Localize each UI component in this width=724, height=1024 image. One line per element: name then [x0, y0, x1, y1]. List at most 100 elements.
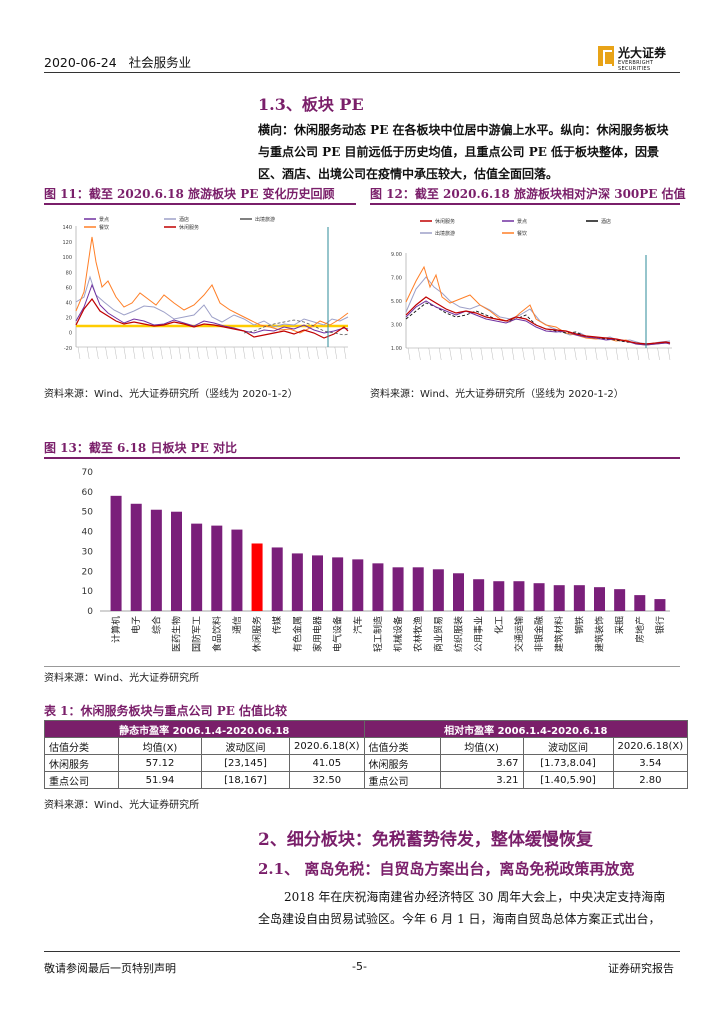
figure-12-title: 图 12：截至 2020.6.18 旅游板块相对沪深 300PE 估值 [370, 187, 686, 201]
x-tick-label: 综合 [150, 616, 162, 634]
figure-11-rule [44, 203, 356, 205]
legend-label: 休闲服务 [435, 218, 455, 225]
footer-report-type: 证券研究报告 [608, 962, 674, 975]
bar [332, 557, 344, 611]
table-1: 静态市盈率 2006.1.4-2020.06.18 相对市盈率 2006.1.4… [44, 720, 689, 789]
x-tick-label: 计算机 [110, 616, 122, 643]
x-tick-label: 电子 [130, 616, 142, 634]
table-header-cell: 2020.6.18(X) [289, 737, 365, 755]
bar [352, 559, 364, 611]
section-title: 1.3、板块 PE [258, 95, 364, 114]
legend-label: 出境旅游 [435, 230, 455, 237]
x-tick [491, 347, 494, 361]
x-tick-label: 农林牧渔 [412, 616, 424, 652]
x-tick-label: 家用电器 [312, 616, 324, 652]
y-tick-label: 7.00 [391, 276, 402, 282]
x-tick [206, 346, 209, 360]
x-tick [224, 346, 227, 360]
x-tick [197, 346, 200, 360]
x-tick [532, 347, 535, 361]
y-tick-label: 10 [82, 587, 94, 597]
table-band-static: 静态市盈率 2006.1.4-2020.06.18 [44, 720, 365, 738]
x-tick [407, 347, 411, 361]
footer-disclaimer: 敬请参阅最后一页特别声明 [44, 962, 176, 975]
section-2-1-title: 2.1、 离岛免税：自贸岛方案出台，离岛免税政策再放宽 [258, 860, 635, 878]
y-tick-label: 120 [62, 240, 72, 246]
x-tick-label: 纺织服装 [453, 616, 465, 652]
x-tick-label: 机械设备 [392, 616, 404, 652]
x-tick [439, 347, 442, 361]
brand-logo: 光大证券 EVERBRIGHT SECURITIES [598, 44, 680, 72]
y-tick-label: 20 [66, 316, 72, 322]
y-tick-label: 5.00 [391, 299, 402, 305]
x-tick [77, 346, 81, 360]
y-tick-label: 50 [82, 508, 94, 518]
table-header-cell: 波动区间 [201, 737, 290, 755]
x-tick [511, 347, 515, 361]
bar [614, 589, 626, 611]
y-tick-label: 3.00 [391, 323, 402, 329]
table-row: 重点公司 51.94 [18,167] 32.50 重点公司 3.21 [1.4… [44, 771, 689, 789]
bar [110, 495, 122, 611]
y-tick-label: 70 [82, 468, 94, 478]
table-header-cell: 估值分类 [44, 737, 119, 755]
footer-rule [44, 951, 680, 952]
x-tick [142, 346, 145, 360]
y-tick-label: -20 [64, 346, 72, 352]
legend-label: 餐饮 [517, 230, 527, 237]
bar [553, 585, 565, 611]
table-header-row: 估值分类 均值(X) 波动区间 2020.6.18(X) 估值分类 均值(X) … [44, 737, 689, 755]
legend-label: 出境旅游 [255, 216, 275, 223]
y-tick-label: 0 [69, 331, 72, 337]
x-tick-label: 传媒 [271, 616, 283, 634]
table-header-cell: 均值(X) [118, 737, 202, 755]
x-tick [252, 346, 255, 360]
x-tick [553, 347, 556, 361]
figure-11-source: 资料来源：Wind、光大证券研究所（竖线为 2020-1-2） [44, 389, 298, 400]
x-tick [595, 347, 598, 361]
x-tick-label: 国防军工 [191, 616, 203, 652]
x-tick-label: 银行 [654, 616, 666, 634]
figure-13-chart: 0 10 20 30 40 50 60 70 计算机 电子 综合 医药生物 国防军工 食品饮料 通信 休闲服务… [82, 468, 670, 652]
report-date: 2020-06-24 社会服务业 [44, 55, 192, 70]
x-tick [636, 347, 639, 361]
x-tick [270, 346, 273, 360]
table-1-source: 资料来源：Wind、光大证券研究所 [44, 800, 200, 811]
x-tick [647, 347, 650, 361]
x-tick [501, 347, 504, 361]
y-tick-label: 9.00 [391, 252, 402, 258]
x-tick [178, 346, 182, 360]
x-tick [96, 346, 99, 360]
bar [211, 525, 223, 611]
table-header-cell: 波动区间 [522, 737, 614, 755]
section-2-paragraph-line2: 全岛建设自由贸易试验区。今年 6 月 1 日，海南自贸岛总体方案正式出台， [258, 912, 661, 926]
x-tick [657, 347, 660, 361]
x-tick [459, 347, 463, 361]
x-tick [105, 346, 108, 360]
y-tick-label: 30 [82, 547, 94, 557]
legend-label: 酒店 [601, 218, 611, 225]
table-1-title: 表 1：休闲服务板块与重点公司 PE 估值比较 [44, 704, 288, 718]
x-tick-label: 通信 [231, 616, 243, 634]
bar [412, 567, 424, 611]
legend-label: 景点 [99, 216, 109, 223]
section-2-title: 2、细分板块：免税蓄势待发，整体缓慢恢复 [258, 830, 593, 850]
bar [432, 569, 444, 611]
x-tick-label: 休闲服务 [251, 616, 263, 652]
bar [654, 599, 666, 611]
bar [594, 587, 605, 611]
section-2-paragraph-line1: 2018 年在庆祝海南建省办经济特区 30 周年大会上，中央决定支持海南 [284, 890, 666, 904]
x-tick [522, 347, 525, 361]
x-tick-label: 采掘 [614, 616, 626, 634]
bar [291, 553, 303, 611]
x-tick [169, 346, 172, 360]
x-tick [215, 346, 218, 360]
bar [150, 509, 162, 611]
industry-name: 社会服务业 [128, 55, 192, 70]
table-band-relative: 相对市盈率 2006.1.4-2020.6.18 [363, 720, 689, 738]
bar [372, 563, 384, 611]
figure-11-title: 图 11：截至 2020.6.18 旅游板块 PE 变化历史回顾 [44, 187, 335, 201]
y-tick-label: 100 [62, 255, 72, 261]
